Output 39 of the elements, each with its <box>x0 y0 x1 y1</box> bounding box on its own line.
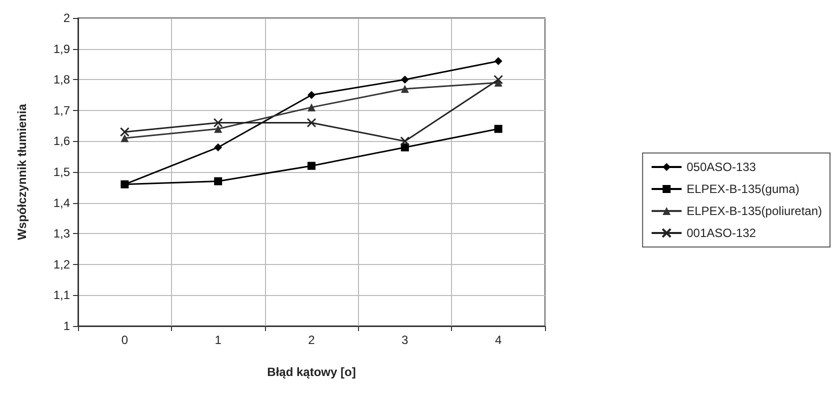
x-axis-title: Błąd kątowy [o] <box>267 365 356 379</box>
y-tick-label: 1 <box>63 319 70 333</box>
point <box>120 127 130 137</box>
point <box>214 124 222 133</box>
x-tick-label: 4 <box>494 333 502 347</box>
point <box>400 84 409 93</box>
point <box>214 143 222 152</box>
point <box>494 57 502 66</box>
y-tick-label: 1,6 <box>53 134 70 148</box>
y-tick-label: 1,3 <box>53 226 70 241</box>
y-tick-label: 1,4 <box>53 196 70 210</box>
point <box>213 118 223 128</box>
point <box>120 180 129 188</box>
y-tick-label: 1,2 <box>53 257 70 272</box>
y-tick-label: 2 <box>63 11 70 25</box>
x-tick-label: 0 <box>121 333 128 347</box>
point <box>214 177 222 186</box>
x-tick-label: 2 <box>308 333 316 347</box>
point <box>400 76 409 84</box>
point <box>308 103 316 112</box>
x-tick-label: 3 <box>402 333 409 347</box>
x-tick-label: 1 <box>214 333 222 347</box>
point <box>400 136 410 146</box>
y-tick-label: 1,9 <box>53 42 70 56</box>
legend-label: ELPEX-B-135(guma) <box>686 182 800 196</box>
point <box>494 124 502 133</box>
y-tick-label: 1,8 <box>53 72 70 87</box>
legend-label: 001ASO-132 <box>686 226 756 240</box>
y-tick-label: 1,1 <box>53 288 70 302</box>
legend-label: ELPEX-B-135(poliuretan) <box>686 204 822 218</box>
point <box>120 134 129 142</box>
y-axis-title: Współczynnik tłumienia <box>15 104 29 240</box>
y-tick-label: 1,5 <box>53 165 70 179</box>
point <box>494 74 504 84</box>
point <box>308 162 316 170</box>
legend-label: 050ASO-133 <box>686 160 756 174</box>
point <box>308 91 316 99</box>
point <box>306 118 316 128</box>
y-tick-label: 1,7 <box>53 103 70 118</box>
